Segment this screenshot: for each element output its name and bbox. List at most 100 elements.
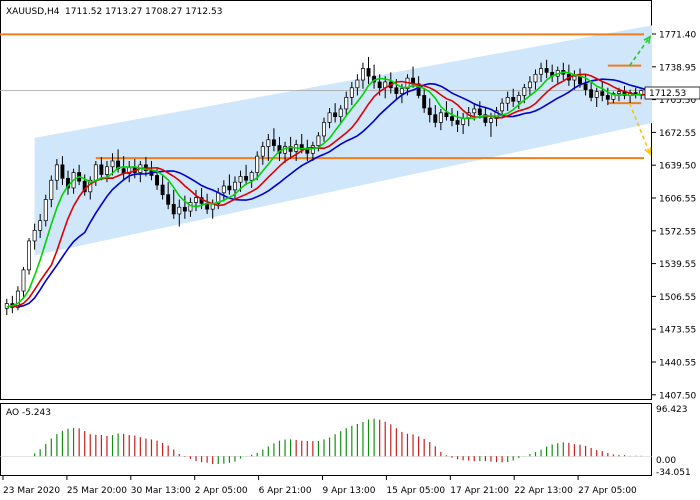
target-up-arrow-shaft [628,36,651,67]
candle-body [194,197,198,203]
y-tick-label: 1639.50 [659,162,696,172]
candle-body [238,176,243,183]
candle-body [322,122,326,137]
candle-body [21,269,26,292]
candle-body [461,118,466,125]
candle-body [438,112,443,123]
candle-body [527,81,532,89]
candle-body [399,88,404,94]
candle [322,117,326,142]
candle [500,98,505,117]
candle [327,107,332,129]
y-tick-label: 1506.55 [659,293,696,303]
candle-body [433,114,438,123]
candle [433,105,438,128]
candle-body [271,139,276,146]
candle-body [260,146,265,157]
candle-body [299,144,304,150]
candle-body [522,87,527,96]
candle-body [361,68,365,81]
y-tick-label: 1738.95 [659,63,696,73]
symbol-label: XAUUSD,H4 [6,7,60,17]
candle [255,151,260,181]
candle [171,189,176,219]
candle-body [539,68,543,75]
candle-body [355,79,360,89]
candle-body [511,97,516,102]
candle-body [483,114,488,123]
candle [49,175,54,208]
x-tick-label: 15 Apr 05:00 [386,486,445,496]
y-tick-label: 1440.55 [659,359,696,369]
candle [221,180,226,202]
candle-body [316,135,321,146]
candle-body [489,118,493,123]
main-plot-area [0,25,652,316]
candle-body [533,73,538,83]
candle-body [427,107,432,116]
candle-body [477,108,482,116]
candle-body [160,184,165,196]
candle-body [500,102,505,112]
y-tick-label: 1572.55 [659,227,696,237]
candle [260,141,265,165]
y-tick-label: 1473.55 [659,326,696,336]
candle-body [99,164,104,175]
candle-body [49,179,54,200]
candle [32,223,37,250]
candle-body [617,91,621,94]
candle [511,88,516,108]
candle [527,76,532,96]
target-up-arrow [628,35,652,67]
candle-body [394,87,399,94]
main-pane-frame [0,0,652,400]
candle [194,189,198,212]
candle-body [38,220,43,231]
candle [344,91,349,115]
ma-fast-line [6,71,642,308]
candle [589,80,594,102]
target-down-arrow-head [644,147,652,156]
current-price-label: 1712.53 [649,89,686,99]
ao-max-label: 96.423 [656,405,688,415]
x-tick-label: 17 Apr 21:00 [450,486,509,496]
candle [54,159,59,190]
candle [27,238,31,275]
candle [533,69,538,90]
target-down-arrow-shaft [628,102,651,155]
price-channel [34,25,652,256]
candle [572,70,577,90]
candle [455,110,460,133]
candle-body [93,164,98,181]
candle [516,91,521,109]
x-tick-label: 30 Mar 13:00 [131,486,191,496]
candle [43,194,48,227]
candle [277,136,282,161]
candle [177,199,182,227]
candle [349,81,354,106]
candle-body [338,108,343,118]
candle-body [188,202,193,212]
candle [60,156,65,186]
candle-body [249,172,254,181]
candle-body [611,93,616,100]
ao-zero-label: 0.00 [656,456,676,466]
candle [438,108,443,131]
candle [188,197,193,217]
candle [249,170,254,188]
candle [594,87,599,108]
candle-body [333,112,338,118]
target-up-arrow-head [643,35,652,44]
candle-body [171,203,176,215]
candle [422,87,427,113]
candle-body [105,166,109,175]
candle [361,62,365,89]
ao-min-label: -34.051 [656,468,691,478]
candle-body [349,87,354,98]
candle-body [444,112,449,118]
x-tick-label: 6 Apr 21:00 [259,486,312,496]
x-tick-label: 22 Apr 13:00 [514,486,573,496]
candle-body [277,145,282,154]
x-tick-label: 27 Apr 05:00 [578,486,637,496]
